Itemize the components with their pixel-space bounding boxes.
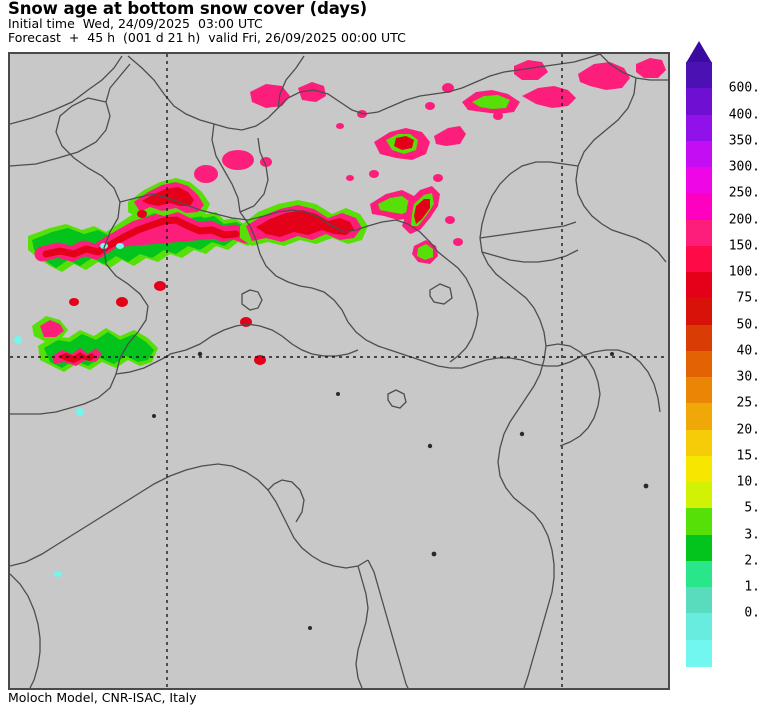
snow-patch-north-strip-b bbox=[434, 126, 466, 146]
colorbar-arrow-icon bbox=[686, 41, 712, 63]
colorbar-label-250: 250. bbox=[728, 185, 760, 201]
colorbar-label-20: 20. bbox=[736, 422, 760, 438]
colorbar-band-7 bbox=[686, 245, 712, 273]
snow-patch-sw-tail-core bbox=[40, 320, 64, 337]
colorbar-band-13 bbox=[686, 403, 712, 431]
map-panel[interactable] bbox=[8, 52, 670, 690]
snow-patch-western-alps-core-hot bbox=[42, 216, 240, 258]
colorbar-label-400: 400. bbox=[728, 107, 760, 123]
colorbar-band-14 bbox=[686, 429, 712, 457]
colorbar-band-4 bbox=[686, 167, 712, 194]
initial-time-label: Initial time Wed, 24/09/2025 03:00 UTC bbox=[8, 16, 263, 31]
colorbar-tick-labels: 600. 400. 350. 300. 250. 200. 150. 100. 75. 50. 40… bbox=[714, 62, 760, 666]
colorbar-band-20 bbox=[686, 587, 712, 615]
colorbar-band-2 bbox=[686, 114, 712, 142]
colorbar-band-9 bbox=[686, 298, 712, 326]
snow-dot-6 bbox=[69, 298, 79, 306]
snow-dot-8 bbox=[154, 281, 166, 291]
snow-patch-valais-hot bbox=[142, 187, 194, 206]
colorbar-band-22 bbox=[686, 639, 712, 667]
colorbar-label-5: 5. bbox=[744, 500, 760, 516]
snow-patch-dolomites-hot bbox=[414, 199, 430, 224]
colorbar-label-10: 10. bbox=[736, 474, 760, 490]
graticule-layer bbox=[10, 54, 668, 688]
snow-patch-north-strip-f bbox=[636, 58, 666, 78]
snow-dot-20 bbox=[433, 174, 443, 182]
snow-patch-north-strip-a-hot bbox=[394, 136, 414, 150]
snow-patch-ortles-green bbox=[378, 196, 412, 214]
colorbar-label-50: 50. bbox=[736, 317, 760, 333]
colorbar-label-75: 75. bbox=[736, 290, 760, 306]
snow-patch-north-strip-i bbox=[298, 82, 326, 102]
colorbar-label-350: 350. bbox=[728, 133, 760, 149]
colorbar-label-25: 25. bbox=[736, 395, 760, 411]
snow-patch-carnic-green bbox=[417, 244, 433, 260]
snow-patch-maritime-hot bbox=[58, 352, 96, 363]
colorbar-label-100: 100. bbox=[728, 264, 760, 280]
snow-dot-21 bbox=[493, 112, 503, 120]
colorbar-label-200: 200. bbox=[728, 212, 760, 228]
snow-dot-3 bbox=[169, 191, 183, 201]
colorbar-label-150: 150. bbox=[728, 238, 760, 254]
colorbar-band-12 bbox=[686, 377, 712, 404]
colorbar-band-1 bbox=[686, 88, 712, 116]
snow-dot-12 bbox=[336, 123, 344, 129]
snow-dot-1 bbox=[194, 165, 218, 183]
station-dots-layer bbox=[152, 351, 649, 630]
snow-dot-cyan-5 bbox=[54, 571, 62, 577]
colorbar-band-0 bbox=[686, 62, 712, 89]
snow-patch-north-strip-h bbox=[250, 84, 290, 108]
colorbar-label-15: 15. bbox=[736, 448, 760, 464]
map-canvas bbox=[10, 54, 668, 688]
colorbar-label-0: 0. bbox=[744, 605, 760, 621]
colorbar-band-6 bbox=[686, 219, 712, 247]
colorbar-label-300: 300. bbox=[728, 159, 760, 175]
colorbar-label-40: 40. bbox=[736, 343, 760, 359]
snow-dot-14 bbox=[425, 102, 435, 110]
snow-dot-2 bbox=[222, 150, 254, 170]
colorbar-label-30: 30. bbox=[736, 369, 760, 385]
colorbar-label-1: 1. bbox=[744, 579, 760, 595]
colorbar-band-3 bbox=[686, 140, 712, 168]
colorbar-band-21 bbox=[686, 613, 712, 641]
snow-dot-18 bbox=[445, 216, 455, 224]
page-title: Snow age at bottom snow cover (days) bbox=[8, 0, 368, 18]
header-block: Snow age at bottom snow cover (days) Ini… bbox=[8, 0, 708, 44]
colorbar-band-11 bbox=[686, 350, 712, 378]
colorbar-band-16 bbox=[686, 482, 712, 510]
coastline-layer bbox=[10, 54, 668, 688]
snow-patch-lepontine-hot bbox=[256, 210, 354, 237]
colorbar-label-2: 2. bbox=[744, 553, 760, 569]
snow-dot-17 bbox=[607, 64, 617, 72]
model-credit: Moloch Model, CNR-ISAC, Italy bbox=[8, 690, 197, 705]
snow-patch-north-strip-g bbox=[514, 60, 548, 80]
colorbar-band-5 bbox=[686, 193, 712, 221]
snow-age-colorbar[interactable] bbox=[686, 41, 712, 667]
colorbar-band-10 bbox=[686, 324, 712, 352]
snow-dot-7 bbox=[116, 297, 128, 307]
snow-dot-16 bbox=[346, 175, 354, 181]
colorbar-band-19 bbox=[686, 560, 712, 588]
snow-dot-cyan-3 bbox=[14, 336, 22, 344]
snow-dot-5 bbox=[137, 210, 147, 218]
snow-patch-north-strip-c-green bbox=[472, 95, 510, 109]
snow-dot-15 bbox=[369, 170, 379, 178]
map-background bbox=[10, 54, 668, 688]
colorbar-band-17 bbox=[686, 508, 712, 536]
snow-dot-19 bbox=[453, 238, 463, 246]
colorbar-band-18 bbox=[686, 534, 712, 562]
colorbar-label-600: 600. bbox=[728, 80, 760, 96]
snow-dot-cyan-4 bbox=[76, 408, 84, 416]
snow-dot-cyan-2 bbox=[116, 243, 124, 249]
colorbar-band-15 bbox=[686, 455, 712, 483]
snow-field-layer bbox=[14, 58, 666, 577]
arrow-up-triangle bbox=[686, 41, 712, 63]
colorbar-band-8 bbox=[686, 272, 712, 299]
colorbar-label-3: 3. bbox=[744, 527, 760, 543]
forecast-valid-label: Forecast + 45 h (001 d 21 h) valid Fri, … bbox=[8, 29, 406, 45]
